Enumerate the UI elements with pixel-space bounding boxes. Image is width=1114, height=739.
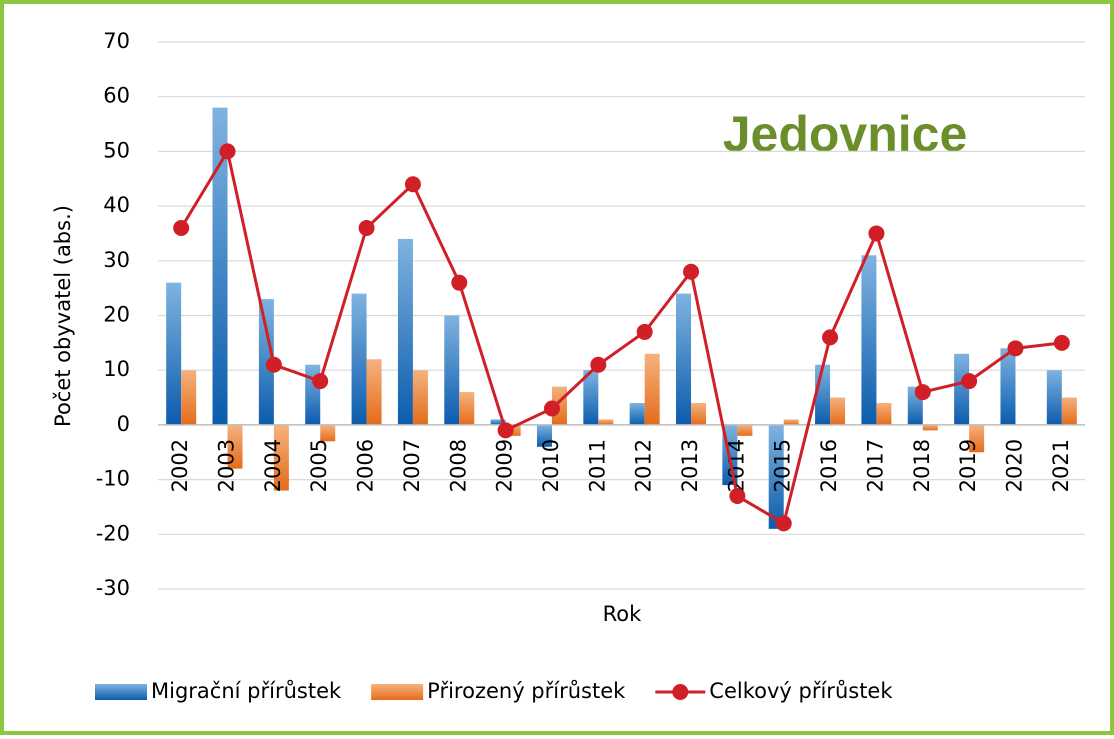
x-tick-label: 2011 — [585, 439, 609, 492]
marker — [868, 225, 885, 242]
line — [179, 147, 1062, 526]
bar — [861, 255, 877, 425]
bar — [212, 107, 228, 425]
marker — [219, 143, 236, 160]
bar — [320, 424, 336, 442]
marker — [173, 219, 190, 236]
y-tick-label: 60 — [103, 84, 130, 108]
x-tick-label: 2015 — [771, 439, 795, 492]
bar — [459, 392, 475, 425]
marker — [497, 422, 514, 439]
legend-label: Přirozený přírůstek — [427, 679, 626, 703]
marker — [590, 356, 607, 373]
marker — [1007, 340, 1024, 357]
y-tick-label: -10 — [96, 467, 130, 491]
y-tick-label: 0 — [117, 412, 130, 436]
bar — [536, 424, 552, 447]
marker — [1053, 334, 1070, 351]
bar — [768, 424, 784, 529]
bar — [598, 419, 614, 425]
x-tick-label: 2012 — [632, 439, 656, 492]
y-tick-label: -20 — [96, 521, 130, 545]
bar — [444, 315, 460, 425]
y-axis-label: Počet obyvatel (abs.) — [51, 205, 75, 427]
x-tick-label: 2019 — [956, 439, 980, 492]
y-tick-label: 10 — [103, 357, 130, 381]
x-tick-label: 2021 — [1049, 439, 1073, 492]
y-tick-label: 40 — [103, 193, 130, 217]
marker — [636, 323, 653, 340]
marker — [543, 400, 560, 417]
marker — [775, 515, 792, 532]
bar — [1061, 397, 1077, 425]
legend-label: Migrační přírůstek — [151, 679, 342, 703]
bar — [876, 403, 892, 425]
marker — [451, 274, 468, 291]
marker — [961, 373, 978, 390]
x-tick-label: 2010 — [539, 439, 563, 492]
bar — [490, 419, 506, 425]
x-tick-label: 2009 — [493, 439, 517, 492]
chart-title: Jedovnice — [723, 106, 968, 162]
bar — [815, 364, 831, 425]
bar — [166, 282, 182, 425]
bar — [691, 403, 707, 425]
y-tick-label: 70 — [103, 29, 130, 53]
marker — [265, 356, 282, 373]
bar — [922, 424, 938, 431]
bar — [583, 370, 599, 425]
marker — [729, 488, 746, 505]
bar — [1000, 348, 1016, 425]
marker — [404, 176, 421, 193]
bar — [830, 397, 846, 425]
x-tick-label: 2004 — [261, 439, 285, 492]
marker — [914, 384, 931, 401]
x-tick-label: 2016 — [817, 439, 841, 492]
x-tick-label: 2007 — [400, 439, 424, 492]
x-tick-label: 2006 — [354, 439, 378, 492]
y-tick-label: 30 — [103, 248, 130, 272]
x-axis-label: Rok — [603, 602, 642, 626]
y-tick-label: 50 — [103, 138, 130, 162]
x-tick-label: 2005 — [307, 439, 331, 492]
legend-label: Celkový přírůstek — [709, 679, 893, 703]
bar — [412, 370, 428, 425]
bar — [629, 403, 645, 425]
bar — [783, 419, 799, 425]
x-tick-label: 2020 — [1002, 439, 1026, 492]
bar — [181, 370, 197, 425]
x-tick-label: 2008 — [446, 439, 470, 492]
bar — [1046, 370, 1062, 425]
x-tick-label: 2002 — [168, 439, 192, 492]
bar — [969, 424, 985, 453]
bar — [737, 424, 753, 436]
x-tick-label: 2013 — [678, 439, 702, 492]
y-tick-label: 20 — [103, 303, 130, 327]
marker — [358, 219, 375, 236]
legend-swatch — [371, 684, 424, 700]
bar — [227, 424, 243, 469]
bar — [954, 353, 970, 425]
x-tick-label: 2018 — [910, 439, 934, 492]
bar — [366, 359, 382, 425]
marker — [683, 263, 700, 280]
y-tick-label: -30 — [96, 576, 130, 600]
bar — [351, 293, 367, 425]
legend-swatch — [95, 684, 147, 700]
bar — [644, 353, 660, 425]
legend-swatch — [672, 684, 689, 700]
x-tick-label: 2017 — [863, 439, 887, 492]
x-tick-label: 2003 — [215, 439, 239, 492]
marker — [822, 329, 839, 346]
bar — [397, 238, 413, 425]
bar — [676, 293, 692, 425]
bar — [273, 424, 289, 491]
marker — [312, 373, 329, 390]
